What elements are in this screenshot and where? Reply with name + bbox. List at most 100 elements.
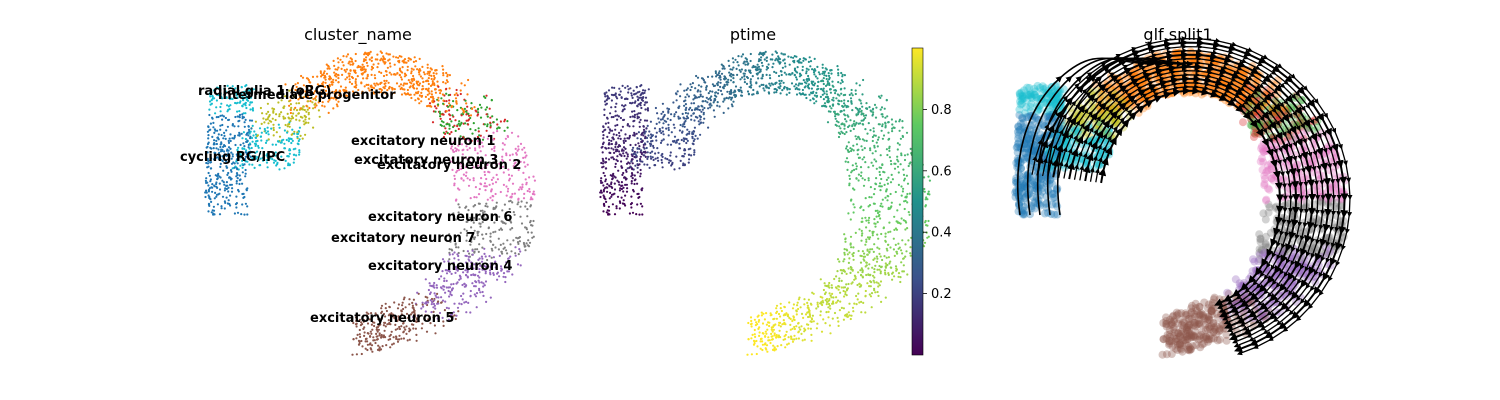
cell-point bbox=[459, 162, 462, 165]
cell-point bbox=[348, 60, 351, 63]
cell-point bbox=[436, 317, 439, 320]
cell-point bbox=[822, 318, 825, 321]
cell-point bbox=[402, 84, 405, 87]
cell-point bbox=[636, 182, 639, 185]
cell-point bbox=[491, 199, 494, 202]
cell-point bbox=[599, 195, 602, 199]
cell-point bbox=[255, 143, 258, 146]
cell-point bbox=[465, 234, 468, 237]
cell-point bbox=[436, 80, 439, 83]
cell-point bbox=[360, 92, 364, 95]
cell-point bbox=[424, 278, 427, 281]
cell-point bbox=[767, 63, 770, 66]
cell-point bbox=[327, 65, 330, 68]
cell-point bbox=[873, 134, 876, 137]
cell-point bbox=[222, 169, 225, 172]
cell-point bbox=[628, 134, 632, 137]
cell-point bbox=[834, 123, 837, 126]
cell-point bbox=[230, 177, 233, 180]
cell-point bbox=[877, 237, 880, 240]
cell-point bbox=[504, 280, 507, 284]
cell-point bbox=[601, 130, 605, 133]
cell-point bbox=[613, 182, 616, 185]
cell-point bbox=[860, 205, 863, 208]
cell-point bbox=[361, 323, 364, 326]
cluster-label: excitatory neuron 4 bbox=[368, 259, 512, 274]
cell-point bbox=[519, 205, 522, 208]
cell-point bbox=[209, 161, 213, 164]
cell-point bbox=[666, 158, 669, 161]
cell-point bbox=[451, 114, 454, 117]
cell-point bbox=[616, 118, 619, 121]
cell-point bbox=[464, 273, 468, 277]
cell-point bbox=[379, 323, 382, 326]
cell-point bbox=[777, 74, 781, 78]
cell-point bbox=[467, 184, 471, 187]
cell-point bbox=[399, 83, 403, 86]
cell-point bbox=[465, 239, 468, 242]
cell-point bbox=[226, 84, 229, 87]
cell-point bbox=[415, 91, 418, 94]
cell-point bbox=[761, 348, 764, 352]
cell-point bbox=[408, 86, 411, 89]
cell-point bbox=[248, 91, 251, 94]
cell-point bbox=[511, 153, 514, 156]
cell-point bbox=[878, 123, 881, 126]
cell-point bbox=[224, 201, 227, 204]
cell-point bbox=[862, 78, 865, 82]
cell-point bbox=[309, 100, 312, 103]
cell-point bbox=[529, 198, 532, 201]
cell-point bbox=[632, 125, 635, 128]
cell-point bbox=[821, 89, 825, 92]
cell-point bbox=[709, 106, 712, 109]
cell-point bbox=[380, 317, 383, 320]
cell-point bbox=[405, 93, 408, 96]
cell-point bbox=[779, 325, 782, 328]
cell-point bbox=[370, 73, 373, 76]
cell-point bbox=[235, 172, 239, 175]
cell-point bbox=[743, 60, 746, 63]
cell-point bbox=[422, 87, 425, 90]
cell-point bbox=[259, 135, 263, 138]
cell-point bbox=[869, 129, 872, 132]
cell-point bbox=[474, 147, 477, 150]
cell-point bbox=[207, 141, 210, 144]
cell-point bbox=[427, 301, 430, 304]
cell-point bbox=[901, 120, 904, 123]
cell-point bbox=[420, 307, 423, 310]
cell-point bbox=[240, 85, 243, 89]
cell-point bbox=[878, 173, 882, 176]
cell-point bbox=[366, 343, 369, 346]
cell-point bbox=[473, 250, 476, 253]
cell-point bbox=[466, 148, 469, 151]
cell-point bbox=[823, 74, 826, 77]
cell-point bbox=[745, 60, 749, 63]
cell-point bbox=[631, 177, 634, 180]
cell-point bbox=[464, 166, 468, 169]
cell-point bbox=[442, 135, 446, 139]
cell-point bbox=[662, 122, 665, 125]
cell-point bbox=[219, 176, 222, 179]
cell-point bbox=[497, 237, 500, 240]
cell-point bbox=[502, 272, 506, 275]
cell-point bbox=[749, 323, 753, 326]
cell-point bbox=[421, 301, 424, 304]
cell-point bbox=[836, 65, 839, 68]
cell-point bbox=[356, 333, 359, 336]
cell-point bbox=[438, 110, 441, 113]
cell-point bbox=[629, 101, 632, 105]
cell-point bbox=[272, 134, 275, 137]
cell-point bbox=[710, 104, 713, 107]
cell-point bbox=[645, 119, 649, 122]
cell-point bbox=[602, 184, 605, 187]
cell-point bbox=[516, 203, 519, 206]
cell-point bbox=[213, 185, 216, 188]
cell-point bbox=[371, 328, 374, 331]
cell-point bbox=[640, 106, 643, 110]
cell-point bbox=[633, 110, 636, 113]
cell-point bbox=[619, 187, 622, 190]
cell-point bbox=[829, 110, 832, 113]
cell-point bbox=[864, 265, 867, 268]
cell-point bbox=[848, 93, 851, 96]
cell-point bbox=[287, 162, 290, 165]
